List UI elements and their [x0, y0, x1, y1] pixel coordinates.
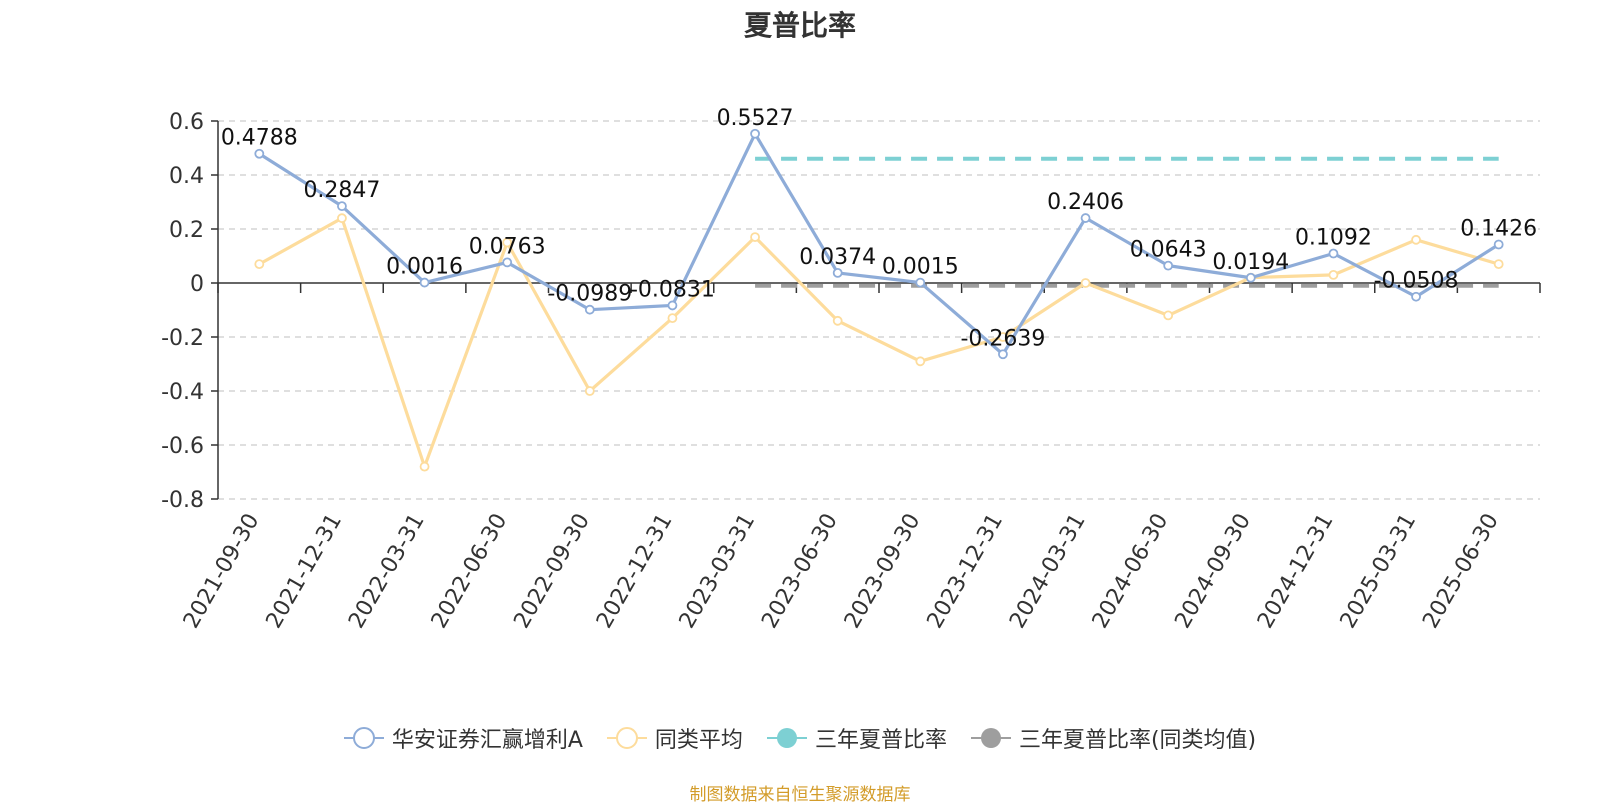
legend-dot-icon	[970, 728, 1011, 748]
data-point	[337, 213, 347, 224]
series-lines	[254, 128, 1504, 472]
legend-circle-icon	[606, 727, 647, 749]
data-point	[337, 201, 347, 212]
data-point	[502, 257, 513, 268]
x-tick-label: 2021-12-31	[262, 510, 348, 633]
data-label: 0.5527	[717, 106, 794, 131]
legend-label: 同类平均	[654, 728, 743, 753]
legend-item[interactable]: 三年夏普比率	[766, 722, 947, 754]
legend-label: 三年夏普比率	[814, 728, 947, 753]
data-label: -0.2639	[960, 326, 1045, 351]
legend-item[interactable]: 华安证券汇赢增利A	[343, 722, 583, 754]
data-point	[1080, 213, 1091, 223]
data-label: 0.1426	[1460, 216, 1537, 241]
x-tick-label: 2023-12-31	[923, 510, 1009, 633]
y-tick-label: -0.2	[161, 326, 204, 351]
data-point	[832, 315, 843, 326]
x-tick-label: 2022-09-30	[509, 510, 595, 633]
data-point	[1080, 278, 1091, 288]
legend-item[interactable]: 同类平均	[606, 722, 743, 754]
data-point	[1328, 248, 1339, 259]
y-tick-label: 0.4	[169, 164, 204, 189]
data-label: 0.0015	[882, 255, 959, 280]
x-tick-label: 2025-06-30	[1418, 510, 1504, 633]
data-point	[998, 332, 1008, 342]
data-label: -0.0508	[1374, 269, 1459, 294]
legend-dot-icon	[766, 728, 807, 748]
legend-label: 三年夏普比率(同类均值)	[1018, 728, 1257, 753]
x-tick-label: 2025-03-31	[1336, 510, 1422, 633]
legend-item[interactable]: 三年夏普比率(同类均值)	[970, 722, 1257, 754]
data-label: 0.1092	[1295, 226, 1372, 251]
x-tick-label: 2024-09-30	[1170, 510, 1256, 633]
data-point	[502, 237, 513, 248]
data-point	[254, 259, 265, 270]
data-label: 0.0016	[386, 255, 463, 280]
y-tick-label: -0.8	[161, 488, 204, 513]
data-label: -0.0989	[547, 282, 632, 307]
x-tick-label: 2024-03-31	[1005, 510, 1091, 633]
x-tick-label: 2022-03-31	[344, 510, 430, 633]
data-point	[419, 461, 430, 472]
series-line	[258, 132, 1500, 356]
data-point	[1163, 310, 1174, 321]
data-point	[750, 128, 760, 139]
y-tick-label: 0	[190, 272, 204, 297]
data-source-note: 制图数据来自恒生聚源数据库	[689, 785, 911, 805]
data-label: 0.0194	[1212, 250, 1289, 275]
y-tick-label: -0.4	[161, 380, 204, 405]
y-tick-label: 0.6	[169, 110, 204, 135]
data-point	[584, 304, 595, 315]
x-tick-label: 2021-09-30	[179, 510, 265, 633]
legend-circle-icon	[343, 727, 384, 749]
data-point	[584, 386, 595, 396]
data-label: 0.0763	[469, 234, 546, 259]
data-point	[667, 300, 678, 311]
x-tick-label: 2024-06-30	[1088, 510, 1174, 633]
data-point	[419, 277, 430, 288]
x-tick-label: 2022-12-31	[592, 510, 678, 633]
data-label: 0.0643	[1130, 238, 1207, 263]
data-point	[1411, 234, 1421, 245]
data-label: 0.2406	[1047, 190, 1124, 215]
y-tick-label: -0.6	[161, 434, 204, 459]
chart-title: 夏普比率	[743, 9, 856, 42]
x-tick-label: 2024-12-31	[1253, 510, 1339, 633]
data-point	[1245, 272, 1256, 283]
data-label: -0.0831	[630, 277, 715, 302]
grid-lines	[218, 120, 1540, 500]
reference-lines	[755, 156, 1499, 288]
legend-label: 华安证券汇赢增利A	[391, 728, 583, 753]
x-tick-label: 2023-03-31	[675, 510, 761, 633]
data-point	[667, 313, 678, 324]
data-point	[915, 277, 926, 288]
x-tick-label: 2023-06-30	[757, 510, 843, 633]
data-point	[750, 232, 760, 243]
data-point	[254, 148, 265, 159]
data-label: 0.4788	[221, 126, 298, 151]
data-point	[1328, 269, 1339, 280]
x-tick-label: 2022-06-30	[427, 510, 513, 633]
data-point	[1493, 239, 1504, 250]
x-tick-label: 2023-09-30	[840, 510, 926, 633]
data-point	[915, 356, 926, 367]
data-point	[1163, 260, 1174, 271]
line-chart: 0.6 0.4 0.2 0 -0.2 -0.4 -0.6 -0.82021-09-302021…	[161, 106, 1541, 633]
data-label: 0.2847	[303, 178, 380, 203]
data-point	[832, 268, 843, 278]
data-point	[1411, 291, 1421, 302]
y-tick-label: 0.2	[169, 218, 204, 243]
data-point	[998, 349, 1008, 360]
data-point	[1493, 259, 1504, 270]
legend: 华安证券汇赢增利A 同类平均 三年夏普比率 三年夏普比率(同类均值)	[0, 722, 1600, 754]
data-label: 0.0374	[799, 245, 876, 270]
series-line	[258, 216, 1500, 469]
